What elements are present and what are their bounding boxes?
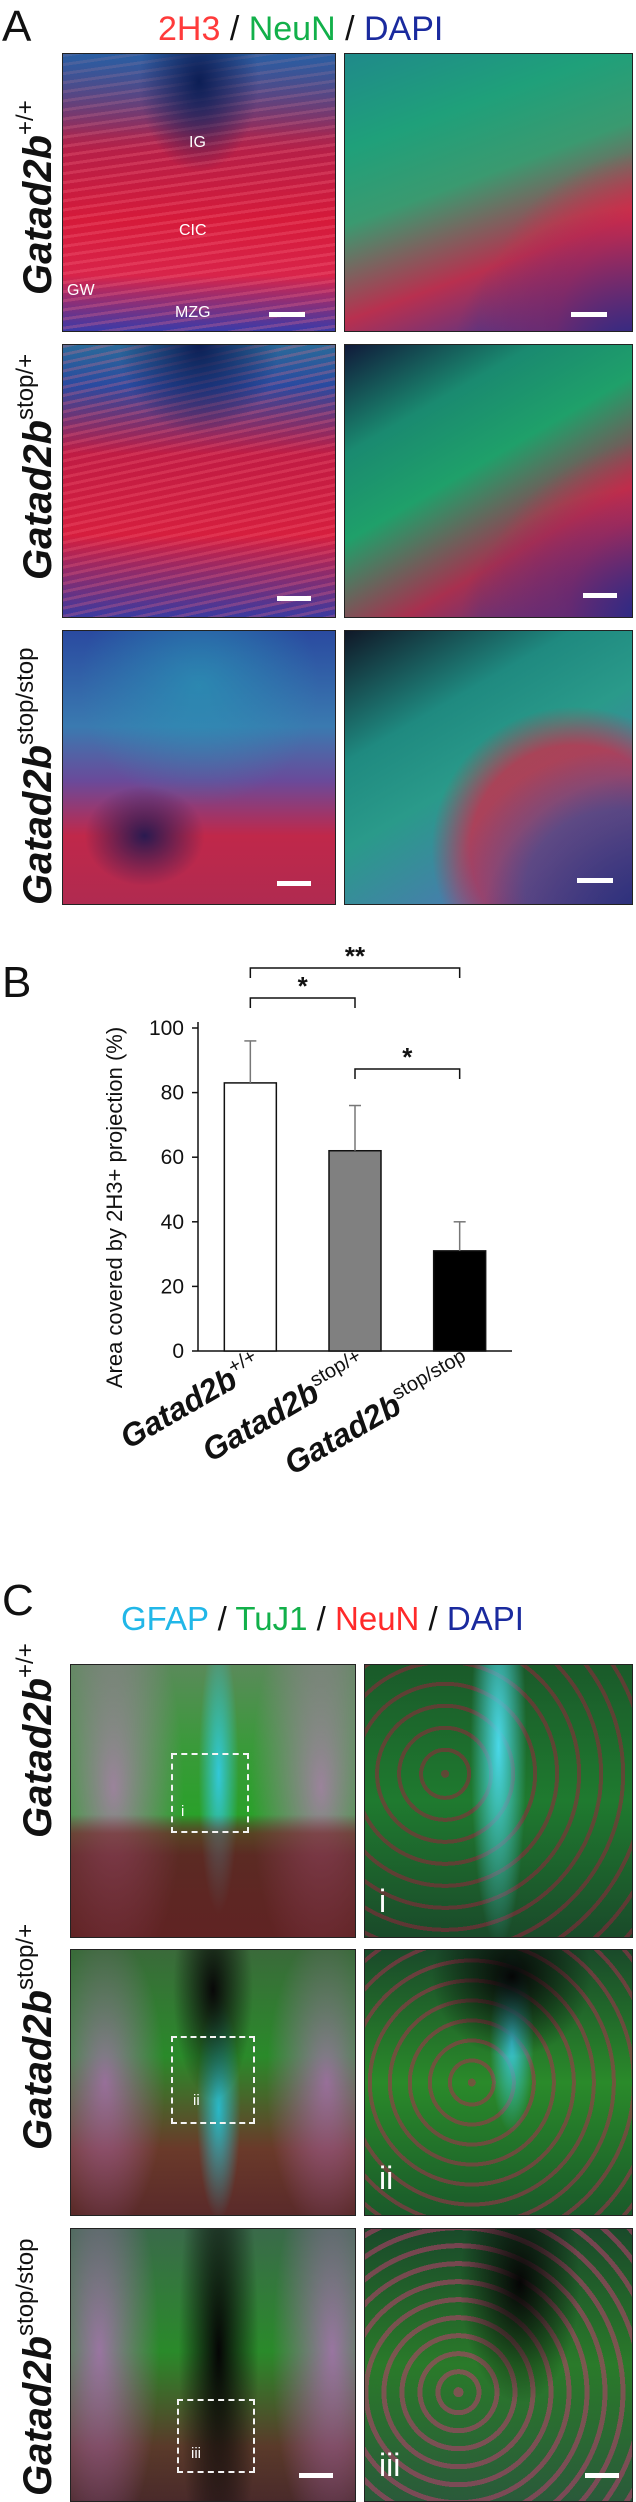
genotype-sup: stop/stop (12, 647, 39, 745)
y-tick-label: 80 (161, 1082, 184, 1105)
genotype-sup: +/+ (12, 1643, 39, 1678)
panel-c-row1-overview-image: i (70, 1664, 356, 1938)
panel-a-stain-2h3: 2H3 (158, 10, 221, 48)
panel-a-row2-cortex-image (344, 344, 633, 618)
zoom-inset-label: i (379, 1883, 387, 1919)
y-tick-label: 60 (161, 1146, 184, 1169)
panel-c-row1-genotype: Gatad2b+/+ (12, 1643, 61, 1838)
y-tick-label: 0 (172, 1340, 184, 1363)
panel-a-row1-genotype: Gatad2b+/+ (12, 100, 61, 295)
scale-bar (585, 2473, 619, 2478)
significance-marker: ** (345, 941, 366, 971)
inset-box: iii (177, 2399, 255, 2473)
scale-bar (277, 596, 311, 601)
panel-a-letter: A (2, 2, 32, 51)
y-tick-label: 20 (161, 1275, 184, 1298)
genotype-gene: Gatad2b (16, 1989, 60, 2150)
genotype-gene: Gatad2b (16, 744, 60, 905)
panel-a-row2-genotype: Gatad2bstop/+ (12, 354, 61, 580)
genotype-sup: stop/+ (12, 353, 39, 420)
stain-separator: / (419, 1600, 447, 1637)
scale-bar (577, 878, 613, 883)
genotype-gene: Gatad2b (16, 2335, 60, 2496)
genotype-sup: +/+ (12, 100, 39, 135)
panel-c-row2-overview-image: ii (70, 1949, 356, 2216)
panel-a-row3-midline-image (62, 630, 336, 905)
y-tick-label: 100 (149, 1017, 184, 1040)
bar (223, 1082, 278, 1352)
scale-bar (277, 881, 311, 886)
genotype-gene: Gatad2b (16, 419, 60, 580)
stain-separator: / (220, 10, 249, 48)
panel-c-row3-zoom-image: iii (364, 2228, 633, 2502)
significance-bracket (249, 967, 461, 978)
mzg-label: MZG (175, 304, 211, 321)
panel-c-row3-genotype: Gatad2bstop/stop (12, 2239, 61, 2496)
panel-c-stain-dapi: DAPI (446, 1600, 524, 1637)
stain-separator: / (307, 1600, 336, 1637)
panel-a-row1-midline-image: IG CIC GW MZG (62, 53, 336, 332)
y-axis-label: Area covered by 2H3+ projection (%) (102, 1027, 127, 1388)
genotype-gene: Gatad2b (16, 134, 60, 295)
significance-bracket (249, 997, 356, 1008)
scale-bar (269, 312, 305, 317)
panel-c-stain-gfap: GFAP (121, 1600, 209, 1637)
category-sup: stop/stop (388, 1345, 469, 1405)
stain-separator: / (335, 10, 364, 48)
scale-bar (571, 312, 607, 317)
panel-c-row3-overview-image: iii (70, 2228, 356, 2502)
y-tick-label: 40 (161, 1211, 184, 1234)
gw-label: GW (67, 282, 95, 299)
significance-marker: * (402, 1042, 413, 1072)
inset-box-label: ii (193, 2092, 200, 2109)
panel-a-row1-cortex-image (344, 53, 633, 332)
zoom-inset-label: iii (379, 2447, 401, 2483)
significance-bracket (354, 1068, 461, 1079)
panel-c-letter: C (2, 1576, 34, 1625)
panel-b-letter: B (2, 958, 32, 1007)
inset-box-label: iii (191, 2445, 201, 2462)
panel-a-stain-neun: NeuN (248, 10, 336, 48)
panel-c-stain-tuj1: TuJ1 (235, 1600, 308, 1637)
ig-label: IG (189, 134, 206, 151)
scale-bar (299, 2473, 333, 2478)
inset-box-label: i (181, 1803, 185, 1820)
scale-bar (583, 593, 617, 598)
panel-a-row3-cortex-image (344, 630, 633, 905)
panel-a-row2-midline-image (62, 344, 336, 618)
bar (328, 1149, 382, 1352)
genotype-gene: Gatad2b (16, 1677, 60, 1838)
panel-a-row3-genotype: Gatad2bstop/stop (12, 648, 61, 905)
cic-label: CIC (179, 222, 207, 239)
panel-a-stain-header: 2H3 / NeuN / DAPI (158, 10, 443, 49)
zoom-inset-label: ii (379, 2160, 394, 2196)
stain-separator: / (208, 1600, 236, 1637)
bar-chart: 0 20 40 60 80 100 Area covered by 2H3+ project… (102, 941, 512, 1482)
panel-a-stain-dapi: DAPI (364, 10, 444, 48)
category-sup: stop/+ (306, 1345, 365, 1392)
panel-c-stain-header: GFAP / TuJ1 / NeuN / DAPI (121, 1600, 524, 1638)
inset-box: i (171, 1753, 249, 1833)
panel-c-stain-neun: NeuN (335, 1600, 420, 1637)
genotype-sup: stop/+ (12, 1923, 39, 1990)
genotype-sup: stop/stop (12, 2238, 39, 2336)
significance-marker: * (298, 971, 309, 1001)
panel-c-row2-genotype: Gatad2bstop/+ (12, 1924, 61, 2150)
bar (432, 1250, 487, 1352)
panel-c-row2-zoom-image: ii (364, 1949, 633, 2216)
inset-box: ii (171, 2036, 255, 2124)
panel-c-row1-zoom-image: i (364, 1664, 633, 1938)
